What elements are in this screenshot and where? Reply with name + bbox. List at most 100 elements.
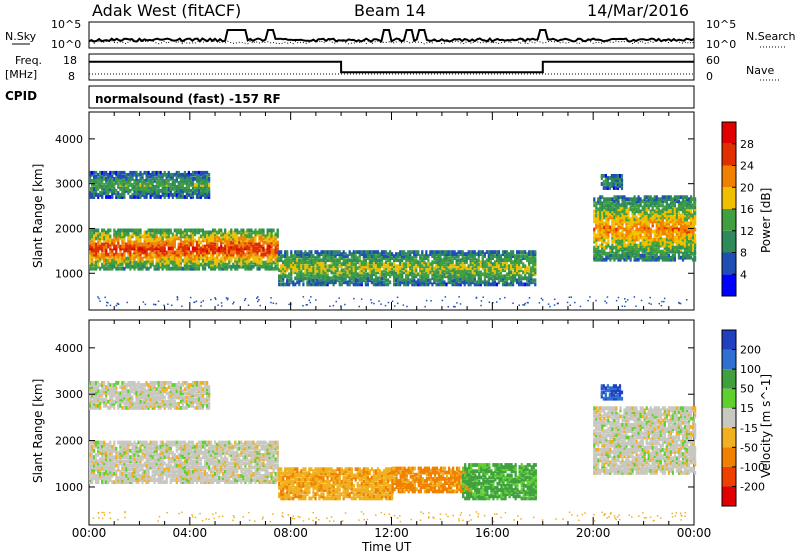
range-cell — [395, 264, 398, 269]
range-cell — [625, 201, 628, 206]
range-cell — [131, 260, 134, 265]
range-cell — [105, 240, 108, 245]
range-cell — [151, 228, 154, 233]
range-cell — [171, 254, 174, 259]
range-cell — [157, 252, 160, 257]
range-cell — [230, 228, 233, 233]
range-cell — [115, 262, 118, 267]
range-cell — [382, 256, 386, 260]
range-cell — [471, 272, 474, 277]
range-cell — [631, 231, 634, 236]
range-cell — [129, 183, 132, 187]
range-cell — [459, 278, 462, 283]
range-cell — [139, 248, 142, 253]
range-cell — [512, 282, 515, 287]
range-cell — [139, 258, 142, 263]
range-cell — [366, 250, 369, 254]
range-cell — [115, 250, 118, 255]
range-cell — [449, 262, 452, 267]
range-cell — [455, 266, 458, 271]
range-cell — [312, 282, 315, 287]
range-cell — [230, 244, 233, 249]
range-cell — [153, 246, 156, 251]
range-cell — [679, 233, 683, 238]
range-cell — [473, 256, 476, 260]
range-cell — [264, 266, 267, 271]
range-cell — [266, 230, 269, 235]
range-cell — [304, 252, 307, 256]
range-cell — [623, 241, 626, 246]
range-cell — [115, 189, 118, 193]
range-cell — [413, 260, 416, 265]
range-cell — [252, 264, 255, 269]
range-cell — [694, 255, 697, 260]
range-cell — [467, 256, 470, 260]
range-cell — [491, 278, 494, 283]
range-cell — [193, 248, 197, 253]
range-cell — [228, 252, 231, 257]
range-cell — [89, 252, 92, 257]
range-cell — [191, 172, 195, 177]
range-cell — [191, 260, 195, 265]
range-cell — [473, 260, 476, 265]
range-cell — [635, 219, 638, 224]
nsearch-label: N.Search — [746, 30, 796, 43]
range-cell — [348, 270, 351, 275]
range-cell — [189, 228, 192, 233]
range-cell — [657, 225, 660, 230]
range-cell — [324, 250, 327, 254]
range-cell — [169, 191, 172, 195]
range-cell — [667, 239, 670, 244]
range-cell — [694, 221, 697, 226]
range-cell — [137, 187, 140, 191]
range-cell — [95, 228, 98, 233]
range-cell — [167, 266, 170, 271]
range-cell — [620, 178, 624, 182]
range-cell — [508, 252, 511, 256]
range-cell — [409, 252, 412, 256]
range-cell — [105, 185, 108, 189]
range-cell — [376, 262, 380, 267]
range-cell — [199, 193, 203, 197]
range-cell — [435, 276, 438, 281]
range-cell — [195, 183, 199, 187]
range-cell — [364, 268, 367, 273]
range-cell — [372, 258, 375, 263]
range-cell — [157, 264, 160, 269]
noise-cell — [453, 305, 455, 308]
range-cell — [127, 177, 130, 181]
range-cell — [397, 268, 400, 273]
range-cell — [97, 244, 100, 249]
range-cell — [123, 240, 126, 245]
range-cell — [95, 260, 98, 265]
range-cell — [171, 248, 174, 253]
range-cell — [304, 256, 307, 260]
range-cell — [401, 274, 404, 279]
range-cell — [499, 268, 503, 273]
range-cell — [272, 242, 275, 247]
range-cell — [286, 260, 289, 265]
range-cell — [127, 189, 130, 193]
range-cell — [197, 254, 201, 259]
range-cell — [641, 205, 644, 210]
range-cell — [270, 238, 273, 243]
noise-cell — [310, 296, 312, 298]
range-cell — [639, 211, 642, 216]
range-cell — [609, 209, 612, 214]
range-cell — [683, 211, 687, 216]
range-cell — [300, 276, 303, 281]
range-cell — [614, 176, 617, 180]
range-cell — [230, 242, 233, 247]
range-cell — [187, 183, 190, 187]
range-cell — [380, 254, 384, 258]
range-cell — [89, 172, 92, 177]
range-cell — [599, 217, 602, 222]
range-cell — [143, 238, 146, 243]
range-cell — [437, 270, 440, 275]
range-cell — [151, 238, 154, 243]
range-cell — [187, 236, 190, 241]
range-cell — [641, 225, 644, 230]
range-cell — [290, 268, 293, 273]
range-cell — [617, 215, 620, 220]
range-cell — [161, 246, 164, 251]
